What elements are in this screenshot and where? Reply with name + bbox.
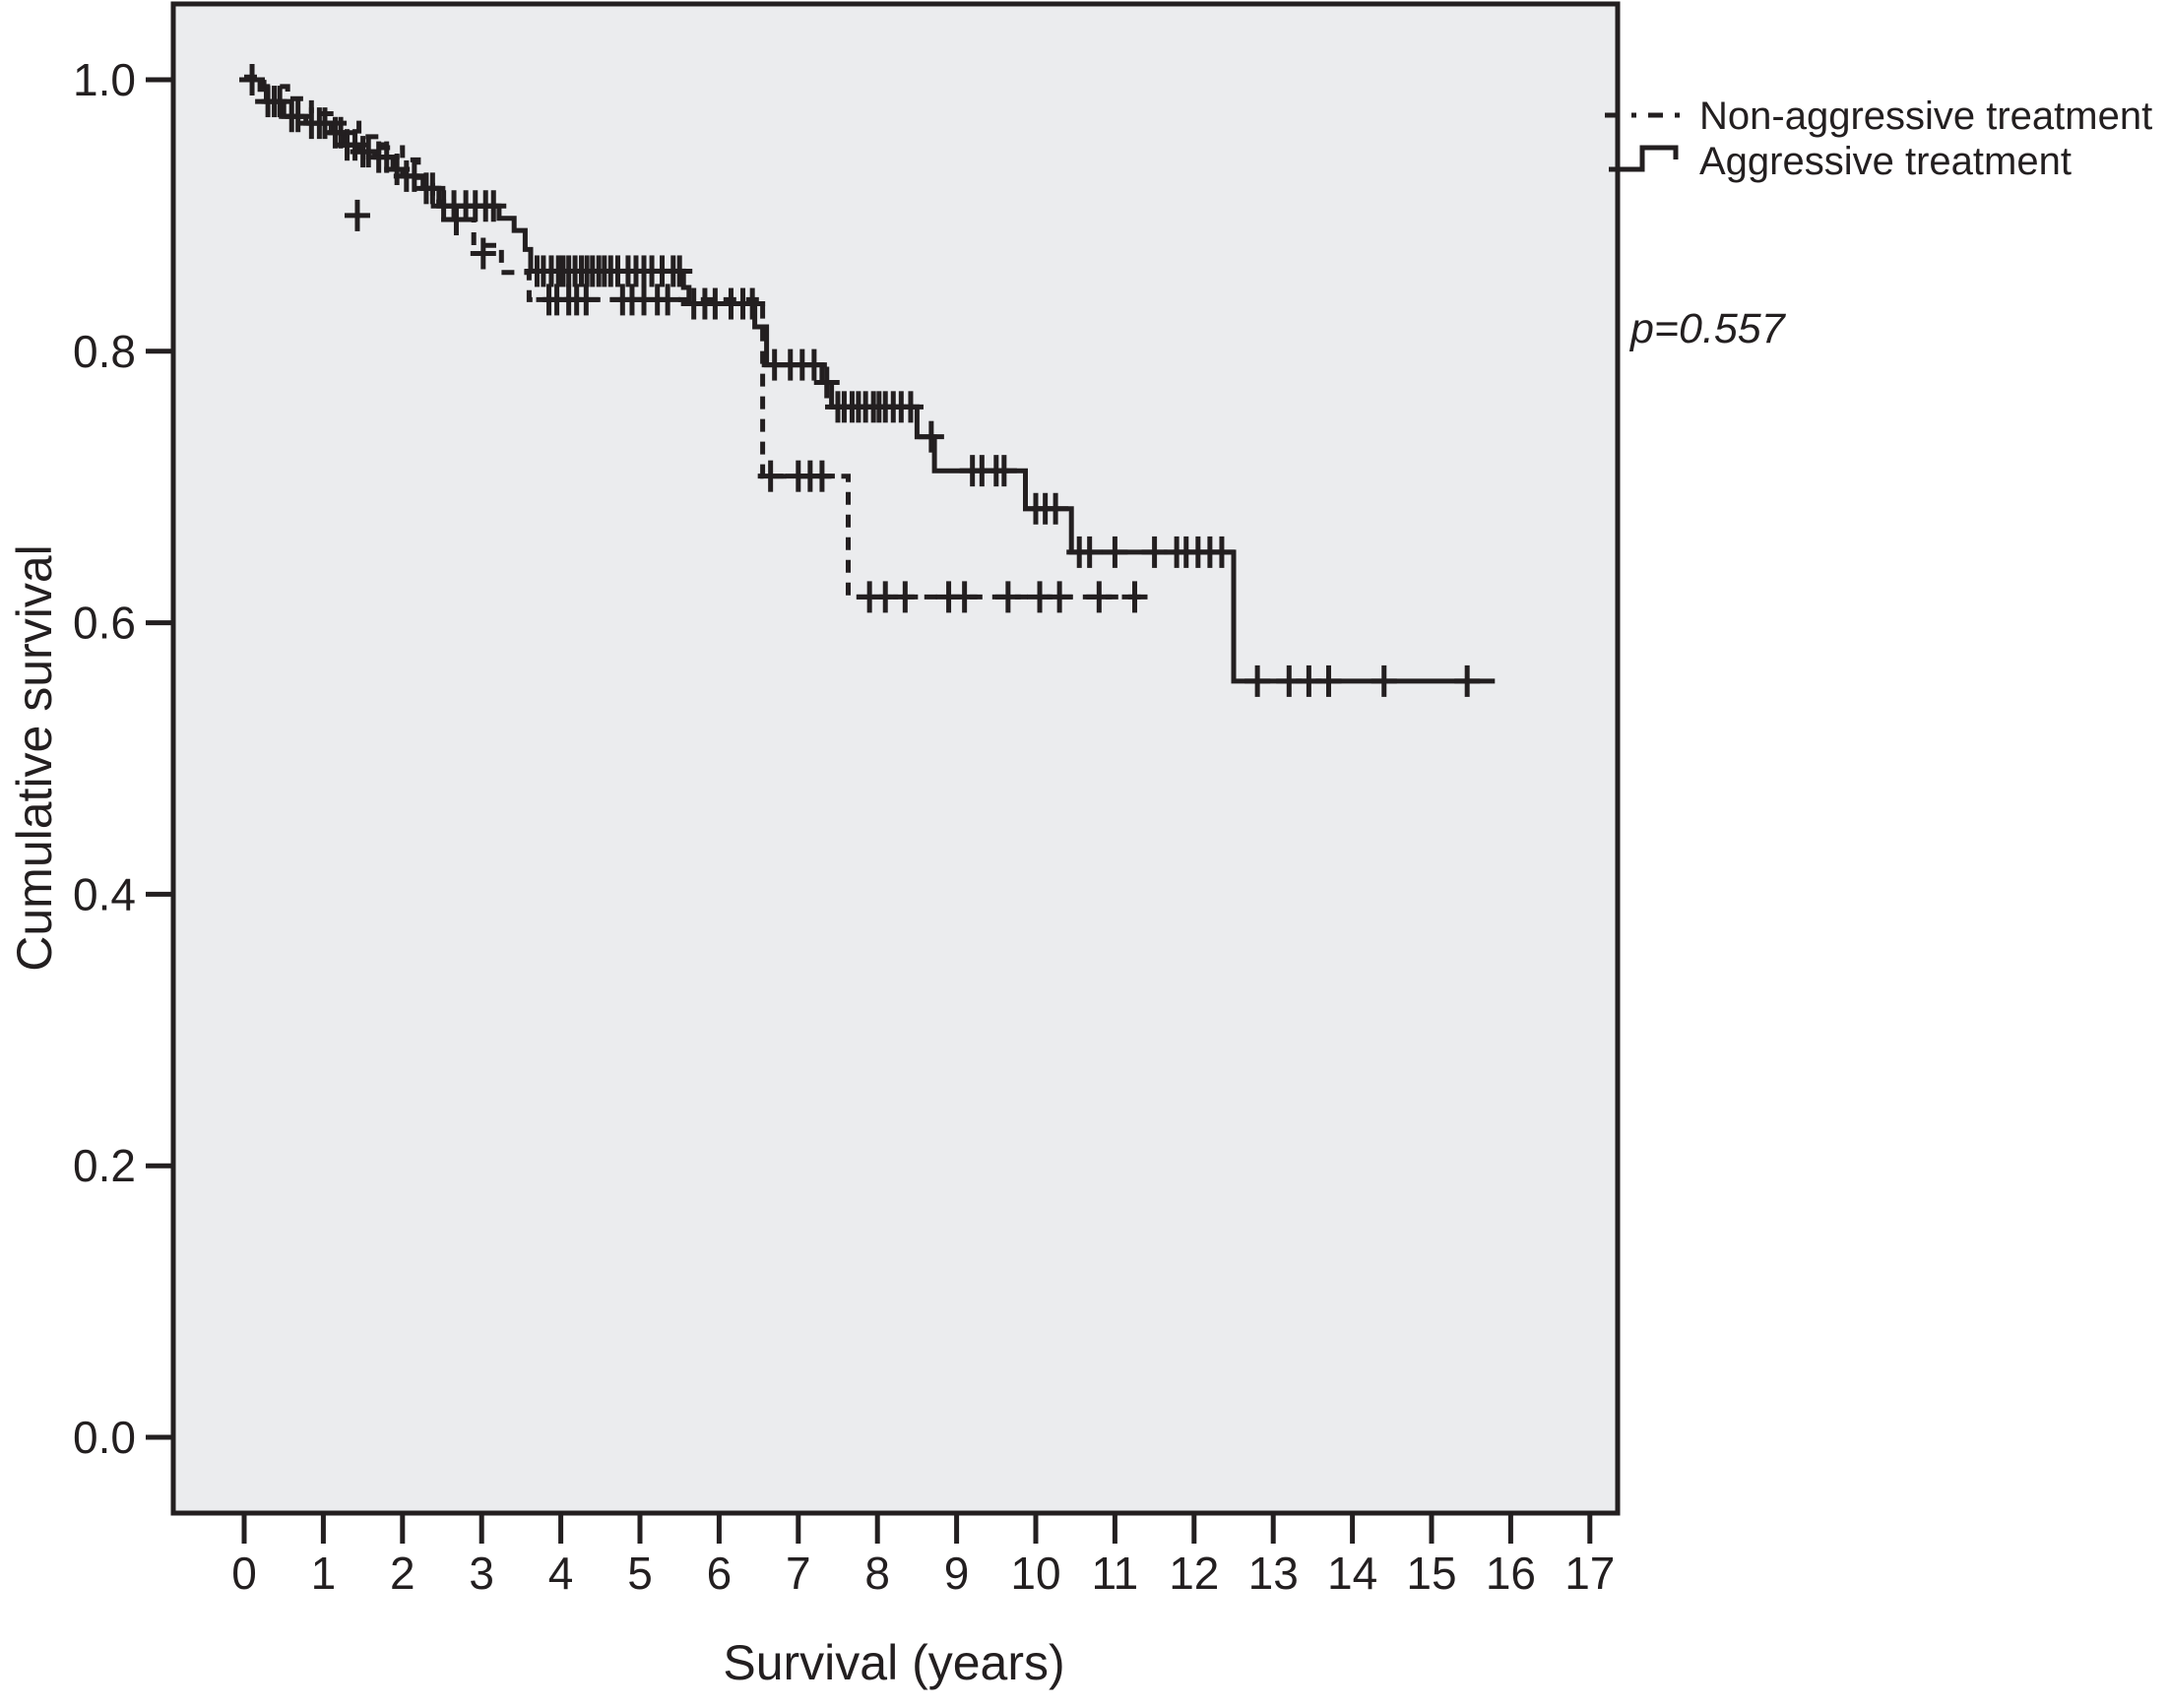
y-tick-label: 0.8 — [73, 326, 136, 377]
x-tick-label: 9 — [944, 1548, 970, 1599]
x-tick-label: 8 — [864, 1548, 890, 1599]
x-tick-label: 1 — [311, 1548, 337, 1599]
censor-marks — [239, 64, 1481, 697]
plot-background — [173, 4, 1618, 1513]
x-tick-label: 3 — [469, 1548, 494, 1599]
axis-ticks — [146, 77, 1593, 1544]
x-tick-label: 17 — [1564, 1548, 1615, 1599]
curve-non-aggressive — [244, 74, 1147, 600]
y-tick-label: 0.4 — [73, 868, 136, 919]
legend-item-non-aggressive: Non-aggressive treatment — [1605, 95, 2152, 138]
x-tick-label: 5 — [627, 1548, 653, 1599]
x-tick-label: 16 — [1486, 1548, 1536, 1599]
x-tick-label: 12 — [1169, 1548, 1219, 1599]
x-tick-label: 7 — [786, 1548, 811, 1599]
x-tick-label: 11 — [1092, 1548, 1139, 1599]
p-value-annotation: p=0.557 — [1628, 305, 1787, 352]
x-tick-label: 2 — [390, 1548, 415, 1599]
y-axis-title: Cumulative survival — [7, 544, 62, 971]
y-tick-label: 0.0 — [73, 1412, 136, 1463]
x-tick-label: 13 — [1248, 1548, 1299, 1599]
x-tick-label: 4 — [548, 1548, 574, 1599]
legend-label-aggressive: Aggressive treatment — [1699, 140, 2072, 183]
legend-item-aggressive: Aggressive treatment — [1609, 140, 2072, 183]
x-tick-label: 10 — [1010, 1548, 1060, 1599]
legend-solid-line-sample — [1609, 145, 1679, 172]
x-tick-label: 6 — [707, 1548, 733, 1599]
y-tick-label: 0.6 — [73, 598, 136, 649]
y-tick-label: 0.2 — [73, 1140, 136, 1191]
axis-tick-labels: 1.00.80.60.40.20.00 1 2 3 4 5 6 7 8 9 10 11 12 13 14 15… — [73, 54, 1615, 1599]
legend-label-non-aggressive: Non-aggressive treatment — [1699, 95, 2152, 138]
x-tick-label: 14 — [1327, 1548, 1377, 1599]
x-tick-label: 0 — [231, 1548, 257, 1599]
legend: Non-aggressive treatment Aggressive trea… — [1605, 95, 2152, 183]
plot-border — [170, 1, 1621, 1516]
y-tick-label: 1.0 — [73, 54, 136, 105]
x-axis-title: Survival (years) — [723, 1635, 1064, 1690]
x-tick-label: 15 — [1406, 1548, 1456, 1599]
